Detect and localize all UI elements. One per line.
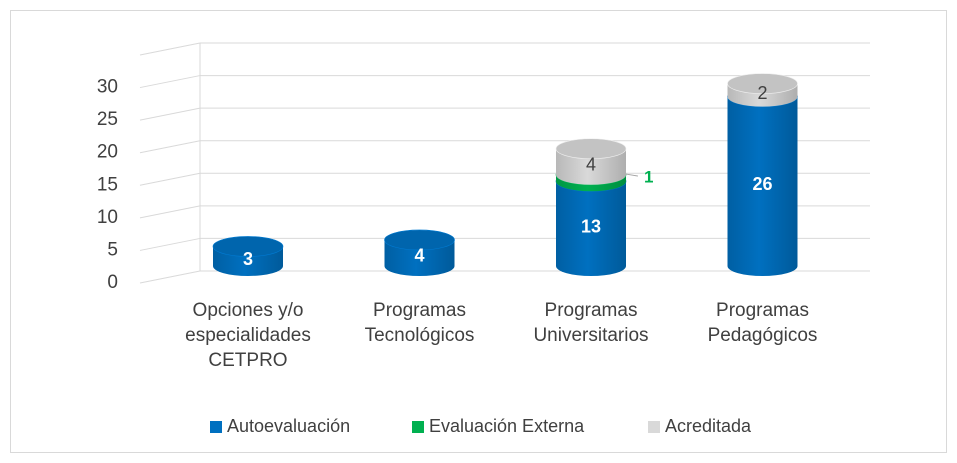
data-label: 4 [414,246,424,266]
legend-label: Evaluación Externa [429,416,585,436]
y-tick-label: 25 [97,109,118,130]
cylinder-top [384,229,455,251]
cylinder-body [384,239,455,276]
cylinder-segment [555,138,627,185]
grid-line [139,205,201,219]
y-tick-label: 15 [97,174,118,195]
x-tick-label: Programas Universitarios [533,300,649,346]
grid-line [139,107,201,121]
grid-line [139,172,201,186]
data-label: 1 [644,168,653,187]
legend-swatch [210,420,222,433]
cylinder-segment [384,229,455,276]
cylinder-segment [727,73,798,107]
grid-line [139,237,201,251]
y-tick-label: 20 [97,142,118,163]
cylinder-body [727,96,798,276]
legend-item: Acreditada [648,416,751,437]
data-label: 3 [243,249,253,269]
x-tick-label: Opciones y/o especialidades CETPRO [185,300,311,371]
y-tick-label: 0 [107,272,118,293]
legend-item: Evaluación Externa [412,416,584,437]
cylinder-top [727,73,798,94]
grid-line [139,75,201,89]
x-tick-label: Programas Pedagógicos [707,300,818,346]
legend-item: Autoevaluación [210,416,350,437]
y-tick-label: 30 [97,77,118,98]
cylinder-body [556,148,626,185]
cylinder-top [555,138,627,160]
cylinder-body [556,181,626,276]
y-tick-label: 5 [107,239,118,260]
legend-label: Autoevaluación [227,416,351,436]
legend-swatch [648,420,660,433]
cylinder-top [212,236,284,257]
grid-line [139,140,201,154]
legend-label: Acreditada [665,416,752,436]
data-label: 2 [757,83,767,103]
legend-swatch [412,420,424,433]
data-label: 13 [581,216,601,236]
data-label: 4 [586,155,596,175]
leader-line [625,173,639,177]
cylinder-segment [212,236,284,276]
grid-line [139,270,201,284]
chart-border [10,10,947,453]
data-label: 26 [752,174,772,194]
x-tick-label: Programas Tecnológicos [364,300,475,346]
wall-edge [139,42,201,56]
y-tick-label: 10 [97,207,118,228]
